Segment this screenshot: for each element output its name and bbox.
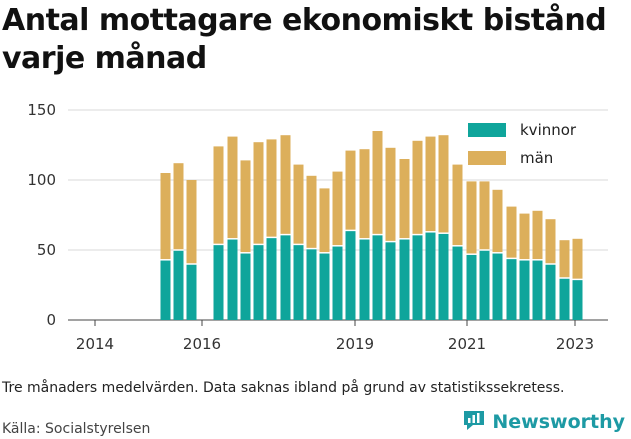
legend-label: kvinnor	[520, 121, 577, 139]
bar-man	[306, 175, 317, 249]
bar-kvinnor	[492, 252, 503, 320]
bar-man	[345, 150, 356, 231]
bar-kvinnor	[253, 244, 264, 320]
bar-kvinnor	[572, 279, 583, 320]
bars	[160, 131, 583, 320]
bar-kvinnor	[359, 238, 370, 320]
y-tick-label: 100	[27, 171, 56, 189]
bar-man	[227, 136, 238, 239]
bar-man	[572, 238, 583, 280]
bar-kvinnor	[452, 245, 463, 320]
bar-kvinnor	[519, 259, 530, 320]
bar-man	[359, 149, 370, 239]
bar-kvinnor	[466, 254, 477, 320]
bar-kvinnor	[173, 250, 184, 320]
chart-title: Antal mottagare ekonomiskt bistånd varje…	[2, 3, 607, 76]
x-tick-label: 2016	[183, 335, 221, 353]
x-axis-ticks: 2014 2016 2019 2021 2023	[76, 320, 594, 353]
bar-man	[545, 219, 556, 264]
bar-kvinnor	[506, 258, 517, 320]
x-tick-label: 2023	[556, 335, 594, 353]
y-axis-ticks: 0 50 100 150	[27, 101, 56, 329]
bar-man	[160, 173, 171, 260]
bar-kvinnor	[345, 230, 356, 320]
bar-man	[186, 180, 197, 264]
bar-kvinnor	[240, 252, 251, 320]
bar-kvinnor	[186, 264, 197, 320]
x-tick-label: 2019	[336, 335, 374, 353]
bar-kvinnor	[438, 233, 449, 320]
bar-man	[399, 159, 410, 239]
bar-man	[425, 136, 436, 232]
bar-man	[412, 140, 423, 235]
bar-man	[479, 181, 490, 250]
bar-kvinnor	[280, 234, 291, 320]
bar-man	[280, 135, 291, 235]
bar-man	[253, 142, 264, 245]
bar-kvinnor	[213, 244, 224, 320]
bar-chart: 0 50 100 150 2014 2016 2019 2021 2023 kvinnor mä…	[27, 101, 608, 353]
bar-kvinnor	[293, 244, 304, 320]
legend-swatch	[468, 151, 506, 165]
legend: kvinnor män	[468, 121, 577, 167]
bar-man	[519, 213, 530, 260]
bar-kvinnor	[332, 245, 343, 320]
bar-kvinnor	[160, 259, 171, 320]
brand-name: Newsworthy	[492, 411, 625, 433]
bar-man	[372, 131, 383, 235]
bar-kvinnor	[425, 231, 436, 320]
bar-kvinnor	[532, 259, 543, 320]
chart-note: Tre månaders medelvärden. Data saknas ib…	[2, 380, 565, 396]
bar-man	[332, 171, 343, 246]
bar-kvinnor	[266, 237, 277, 320]
bar-kvinnor	[412, 234, 423, 320]
bar-kvinnor	[545, 264, 556, 320]
bar-man	[466, 181, 477, 255]
bar-man	[506, 206, 517, 259]
bar-man	[240, 160, 251, 253]
bar-kvinnor	[385, 241, 396, 320]
bar-man	[266, 139, 277, 238]
x-tick-label: 2014	[76, 335, 114, 353]
bar-kvinnor	[559, 278, 570, 320]
y-tick-label: 50	[37, 241, 56, 259]
bar-man	[438, 135, 449, 234]
bar-man	[319, 188, 330, 253]
bar-man	[385, 147, 396, 242]
bar-man	[173, 163, 184, 250]
brand-logo[interactable]: Newsworthy	[462, 408, 625, 436]
y-tick-label: 150	[27, 101, 56, 119]
x-tick-label: 2021	[448, 335, 486, 353]
bar-man	[293, 164, 304, 245]
legend-label: män	[520, 149, 553, 167]
bar-man	[452, 164, 463, 246]
bar-man	[532, 210, 543, 260]
y-tick-label: 0	[46, 311, 56, 329]
bar-man	[492, 189, 503, 253]
bar-kvinnor	[306, 248, 317, 320]
bar-man	[559, 240, 570, 278]
bar-kvinnor	[399, 238, 410, 320]
legend-swatch	[468, 123, 506, 137]
newsworthy-logo-icon	[462, 408, 486, 436]
bar-kvinnor	[319, 252, 330, 320]
bar-kvinnor	[479, 250, 490, 320]
source-label: Källa: Socialstyrelsen	[2, 421, 151, 437]
bar-kvinnor	[372, 234, 383, 320]
bar-kvinnor	[227, 238, 238, 320]
bar-man	[213, 146, 224, 245]
